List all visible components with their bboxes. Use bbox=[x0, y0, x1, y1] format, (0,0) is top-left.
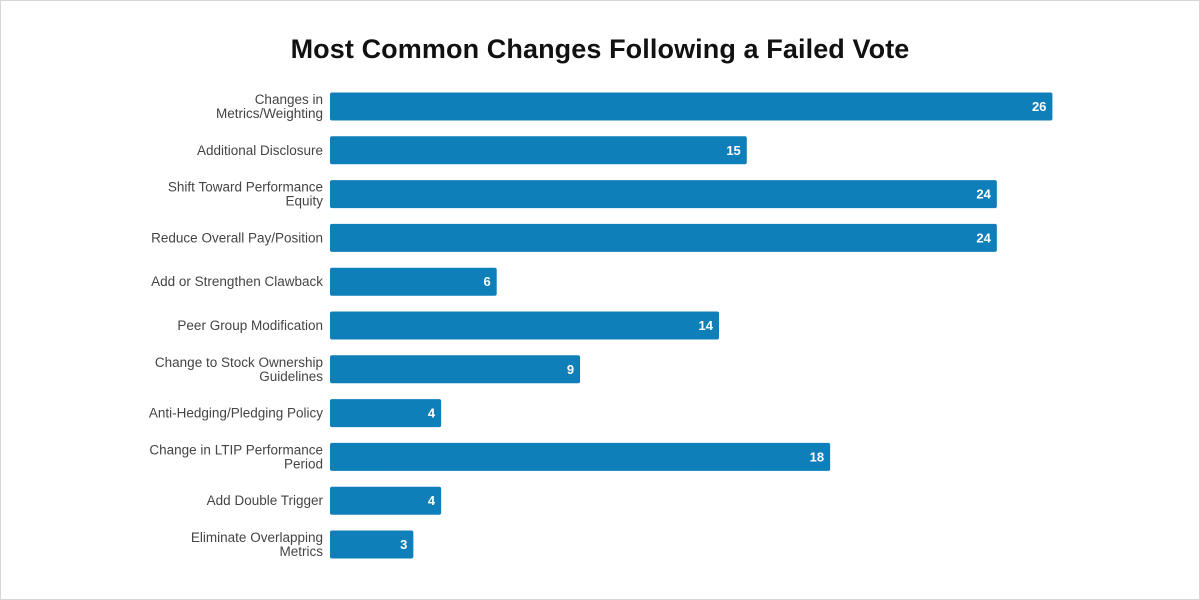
category-label-3: Reduce Overall Pay/Position bbox=[151, 230, 323, 245]
category-label-line: Reduce Overall Pay/Position bbox=[151, 230, 323, 245]
category-label-line: Peer Group Modification bbox=[177, 318, 323, 333]
bar-0 bbox=[330, 92, 1053, 121]
bar-4 bbox=[330, 267, 497, 296]
category-label-line: Change to Stock Ownership bbox=[155, 355, 323, 370]
bar-value-label-4: 6 bbox=[483, 274, 490, 289]
category-label-line: Metrics bbox=[280, 544, 324, 559]
bar-8 bbox=[330, 442, 831, 471]
category-label-line: Add Double Trigger bbox=[207, 493, 324, 508]
category-label-line: Period bbox=[284, 456, 323, 471]
bar-value-label-6: 9 bbox=[567, 362, 574, 377]
category-label-line: Guidelines bbox=[259, 369, 323, 384]
category-label-4: Add or Strengthen Clawback bbox=[151, 274, 323, 289]
bar-2 bbox=[330, 180, 997, 209]
category-label-10: Eliminate Overlapping Metrics bbox=[191, 530, 323, 559]
category-label-line: Change in LTIP Performance bbox=[149, 442, 323, 457]
bar-value-label-10: 3 bbox=[400, 537, 407, 552]
category-label-line: Additional Disclosure bbox=[197, 143, 323, 158]
category-label-line: Metrics/Weighting bbox=[216, 106, 323, 121]
bar-value-label-3: 24 bbox=[976, 230, 991, 245]
category-label-line: Add or Strengthen Clawback bbox=[151, 274, 323, 289]
bar-value-label-7: 4 bbox=[428, 406, 436, 421]
bar-value-label-1: 15 bbox=[726, 143, 740, 158]
bar-value-label-2: 24 bbox=[976, 187, 991, 202]
bar-value-label-5: 14 bbox=[699, 318, 714, 333]
bar-5 bbox=[330, 311, 719, 340]
bar-3 bbox=[330, 223, 997, 252]
bar-1 bbox=[330, 136, 747, 165]
chart-title: Most Common Changes Following a Failed V… bbox=[290, 34, 910, 64]
category-label-8: Change in LTIP Performance Period bbox=[149, 442, 323, 471]
bar-7 bbox=[330, 399, 442, 428]
bar-value-label-9: 4 bbox=[428, 493, 436, 508]
category-label-2: Shift Toward Performance Equity bbox=[168, 180, 323, 209]
bar-value-label-8: 18 bbox=[810, 449, 824, 464]
category-label-line: Shift Toward Performance bbox=[168, 180, 323, 195]
category-label-9: Add Double Trigger bbox=[207, 493, 324, 508]
bar-10 bbox=[330, 530, 414, 559]
category-label-6: Change to Stock Ownership Guidelines bbox=[155, 355, 323, 384]
bar-value-label-0: 26 bbox=[1032, 99, 1046, 114]
bar-9 bbox=[330, 486, 442, 515]
category-label-line: Eliminate Overlapping bbox=[191, 530, 323, 545]
category-label-line: Anti-Hedging/Pledging Policy bbox=[149, 406, 323, 421]
bar-6 bbox=[330, 355, 581, 384]
category-label-0: Changes in Metrics/Weighting bbox=[216, 92, 323, 121]
category-label-line: Changes in bbox=[255, 92, 323, 107]
category-label-7: Anti-Hedging/Pledging Policy bbox=[149, 406, 323, 421]
category-label-5: Peer Group Modification bbox=[177, 318, 323, 333]
category-label-1: Additional Disclosure bbox=[197, 143, 323, 158]
category-label-line: Equity bbox=[285, 194, 323, 209]
